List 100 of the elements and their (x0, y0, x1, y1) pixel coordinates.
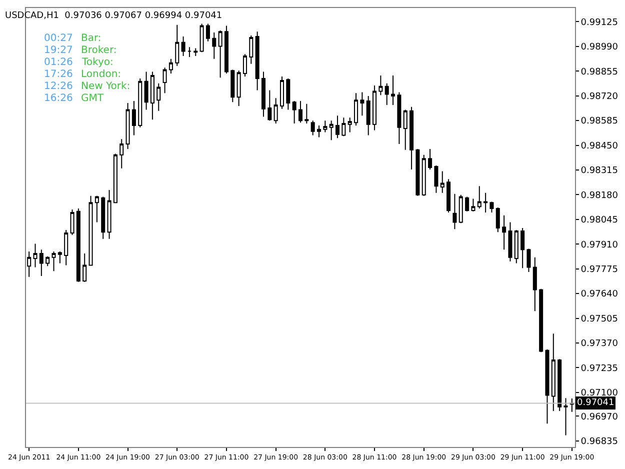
annotation: Broker: (81, 45, 117, 56)
candlestick (27, 250, 32, 278)
candlestick (70, 209, 74, 236)
candlestick (94, 195, 99, 223)
y-tick-label: 0.99125 (580, 18, 618, 28)
candlestick (249, 34, 254, 64)
candlestick (261, 71, 266, 118)
candlestick (156, 82, 161, 112)
candlestick (348, 117, 352, 133)
annotation: GMT (81, 93, 104, 104)
candlestick (458, 194, 463, 224)
y-tick-label: 0.97910 (580, 240, 618, 250)
candlestick (52, 250, 56, 272)
candlestick (242, 54, 247, 77)
y-tick-label: 0.97640 (580, 290, 618, 300)
candlestick (107, 189, 112, 240)
candlestick (206, 23, 210, 42)
annotation: London: (81, 69, 122, 80)
candlestick (194, 48, 198, 56)
candlestick (520, 228, 525, 269)
candlestick (255, 31, 260, 91)
candlestick (539, 288, 544, 353)
y-tick-label: 0.98585 (580, 116, 618, 127)
candlestick (33, 243, 38, 268)
chart-title: USDCAD,H1 0.97036 0.97067 0.96994 0.97041 (5, 11, 222, 22)
y-tick-label: 0.97775 (580, 265, 618, 276)
candlestick (378, 75, 383, 96)
annotation: Bar: (81, 33, 102, 44)
candlestick (551, 333, 556, 412)
candlestick (200, 23, 204, 53)
candlestick (212, 32, 216, 60)
candlestick (181, 36, 186, 56)
candlestick (397, 92, 402, 145)
ref-line-label: 0.97041 (577, 398, 614, 408)
candlestick (532, 256, 537, 312)
candlestick (440, 170, 444, 194)
y-tick-label: 0.98720 (580, 92, 618, 102)
candlestick (230, 69, 235, 103)
candlestick (514, 230, 518, 264)
candlestick (410, 106, 414, 170)
candlestick (168, 58, 173, 74)
candlestick (545, 348, 550, 424)
candlestick (428, 148, 432, 170)
y-tick-label: 0.98855 (580, 67, 618, 78)
candlestick (490, 201, 494, 213)
candlestick (558, 358, 562, 412)
candlestick (329, 120, 334, 141)
candlestick (150, 71, 154, 120)
annotation: 16:26 (44, 93, 73, 104)
y-tick-label: 0.97235 (580, 364, 618, 374)
candlestick (187, 46, 192, 58)
candlestick (323, 120, 328, 133)
candlestick (274, 98, 278, 124)
y-tick-label: 0.98990 (580, 42, 618, 53)
candlestick (268, 90, 272, 122)
candlestick (384, 82, 389, 106)
candlestick (101, 196, 106, 240)
y-tick-label: 0.97100 (580, 388, 618, 399)
candlestick (508, 222, 512, 262)
candlestick (434, 164, 438, 194)
candlestick (218, 30, 222, 78)
candlestick (113, 153, 118, 204)
annotation: Tokyo: (81, 57, 114, 68)
candlestick (564, 398, 568, 436)
candlestick (391, 75, 396, 106)
candlestick (46, 256, 50, 267)
y-tick-label: 0.97505 (580, 314, 618, 324)
candlestick (471, 198, 476, 212)
candlestick (354, 92, 358, 126)
candlestick (422, 154, 426, 196)
candlestick (496, 207, 500, 233)
y-tick-label: 0.97370 (580, 339, 618, 350)
annotation: 19:27 (44, 45, 73, 56)
candlestick (286, 78, 290, 110)
y-tick-label: 0.98180 (580, 190, 618, 201)
candlestick (342, 117, 346, 137)
candlestick (120, 138, 124, 169)
candlestick (236, 70, 241, 106)
candlestick (175, 24, 180, 66)
candlestick (403, 109, 408, 150)
candlestick (138, 78, 142, 128)
y-tick-label: 0.98045 (580, 216, 618, 226)
annotation: New York: (81, 81, 130, 92)
candlestick (132, 100, 136, 136)
candlestick (477, 186, 482, 209)
candlestick (280, 76, 284, 110)
candlestick (452, 193, 457, 230)
candlestick (304, 103, 309, 124)
candlestick (360, 92, 364, 116)
annotation: 00:27 (44, 33, 73, 44)
candlestick (298, 100, 303, 124)
candlestick (126, 102, 130, 150)
y-tick-label: 0.98450 (580, 141, 618, 152)
candlestick (64, 230, 68, 266)
annotation: 17:26 (44, 69, 73, 80)
candlestick (88, 195, 93, 266)
candlestick (162, 67, 167, 94)
y-tick-label: 0.98315 (580, 166, 618, 176)
candlestick (465, 196, 470, 212)
candlestick (366, 96, 370, 136)
